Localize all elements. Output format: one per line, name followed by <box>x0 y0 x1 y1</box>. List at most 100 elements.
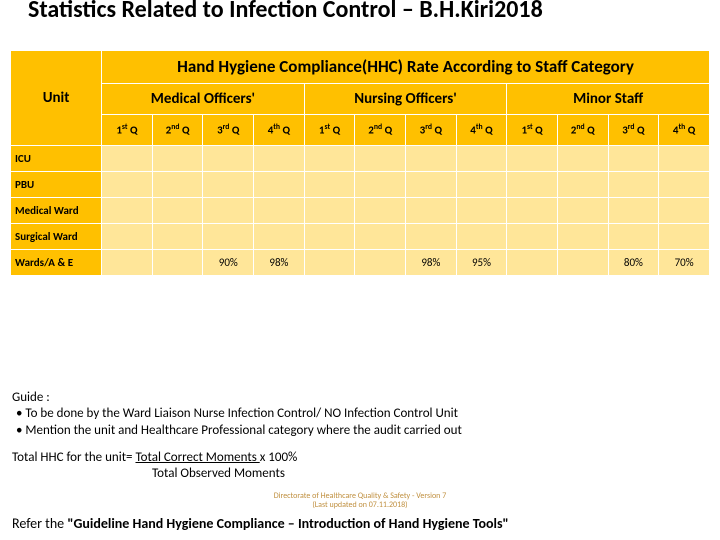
cell <box>355 250 406 276</box>
col-header-main: Hand Hygiene Compliance(HHC) Rate Accord… <box>102 51 710 84</box>
cell <box>102 250 153 276</box>
cell <box>456 146 507 172</box>
cell <box>557 250 608 276</box>
page-title: Statistics Related to Infection Control … <box>0 0 571 24</box>
table-row: PBU <box>11 172 710 198</box>
row-label: PBU <box>11 172 102 198</box>
table-row: Wards/A & E 90% 98% 98% 95% 80% 70% <box>11 250 710 276</box>
table-row: ICU <box>11 146 710 172</box>
cell <box>304 146 355 172</box>
cell <box>406 146 457 172</box>
q-header: 2nd Q <box>557 115 608 146</box>
row-label: Surgical Ward <box>11 224 102 250</box>
col-group-nursing: Nursing Officers' <box>304 84 507 115</box>
cell <box>507 172 558 198</box>
cell: 98% <box>254 250 305 276</box>
cell <box>406 198 457 224</box>
cell <box>557 172 608 198</box>
col-group-minor: Minor Staff <box>507 84 710 115</box>
cell <box>355 224 406 250</box>
cell <box>608 198 659 224</box>
cell <box>152 224 203 250</box>
formula-numerator: Total Correct Moments <box>135 450 259 465</box>
cell <box>304 224 355 250</box>
cell <box>659 224 710 250</box>
cell <box>608 172 659 198</box>
cell <box>203 172 254 198</box>
cell <box>304 250 355 276</box>
cell <box>203 198 254 224</box>
table-row: Medical Ward <box>11 198 710 224</box>
footer-ref-prefix: Refer the <box>12 515 67 532</box>
q-header: 1st Q <box>507 115 558 146</box>
cell <box>406 224 457 250</box>
q-header: 1st Q <box>304 115 355 146</box>
cell: 98% <box>406 250 457 276</box>
col-header-unit: Unit <box>11 51 102 146</box>
footer-small-line2: (Last updated on 07.11.2018) <box>0 501 720 510</box>
col-group-medical: Medical Officers' <box>102 84 305 115</box>
cell: 95% <box>456 250 507 276</box>
formula-prefix: Total HHC for the unit= <box>12 450 135 465</box>
row-label: Medical Ward <box>11 198 102 224</box>
cell <box>659 198 710 224</box>
formula-denominator: Total Observed Moments <box>12 466 297 482</box>
footer-reference: Refer the "Guideline Hand Hygiene Compli… <box>12 515 509 532</box>
cell <box>507 146 558 172</box>
q-header: 2nd Q <box>355 115 406 146</box>
cell <box>355 172 406 198</box>
guide-item: To be done by the Ward Liaison Nurse Inf… <box>16 406 708 422</box>
cell <box>659 172 710 198</box>
cell <box>608 224 659 250</box>
q-header: 3rd Q <box>406 115 457 146</box>
cell <box>254 172 305 198</box>
cell <box>608 146 659 172</box>
cell <box>152 250 203 276</box>
cell <box>152 146 203 172</box>
cell <box>254 146 305 172</box>
formula-block: Total HHC for the unit= Total Correct Mo… <box>12 450 297 483</box>
cell <box>152 172 203 198</box>
q-header: 3rd Q <box>203 115 254 146</box>
footer-ref-title: "Guideline Hand Hygiene Compliance – Int… <box>67 515 508 532</box>
q-header: 4th Q <box>659 115 710 146</box>
hhc-table-container: Unit Hand Hygiene Compliance(HHC) Rate A… <box>10 50 710 276</box>
q-header: 3rd Q <box>608 115 659 146</box>
cell <box>557 224 608 250</box>
cell <box>203 224 254 250</box>
formula-suffix: x 100% <box>260 450 298 465</box>
footer-small: Directorate of Healthcare Quality & Safe… <box>0 492 720 510</box>
cell <box>254 224 305 250</box>
row-label: ICU <box>11 146 102 172</box>
cell <box>659 146 710 172</box>
q-header: 2nd Q <box>152 115 203 146</box>
cell <box>254 198 305 224</box>
cell <box>355 198 406 224</box>
table-row: Surgical Ward <box>11 224 710 250</box>
cell <box>507 224 558 250</box>
cell: 90% <box>203 250 254 276</box>
cell <box>102 172 153 198</box>
cell <box>456 224 507 250</box>
cell <box>102 146 153 172</box>
cell <box>102 224 153 250</box>
guide-item: Mention the unit and Healthcare Professi… <box>16 423 708 439</box>
q-header: 4th Q <box>254 115 305 146</box>
cell <box>406 172 457 198</box>
hhc-table: Unit Hand Hygiene Compliance(HHC) Rate A… <box>10 50 710 276</box>
row-label: Wards/A & E <box>11 250 102 276</box>
cell <box>152 198 203 224</box>
cell <box>456 198 507 224</box>
guide-heading: Guide : <box>12 390 708 406</box>
cell <box>304 172 355 198</box>
cell <box>507 198 558 224</box>
cell: 70% <box>659 250 710 276</box>
guide-block: Guide : To be done by the Ward Liaison N… <box>12 390 708 439</box>
q-header: 1st Q <box>102 115 153 146</box>
cell: 80% <box>608 250 659 276</box>
quarter-header-row: 1st Q 2nd Q 3rd Q 4th Q 1st Q 2nd Q 3rd … <box>11 115 710 146</box>
cell <box>456 172 507 198</box>
cell <box>304 198 355 224</box>
cell <box>102 198 153 224</box>
cell <box>507 250 558 276</box>
